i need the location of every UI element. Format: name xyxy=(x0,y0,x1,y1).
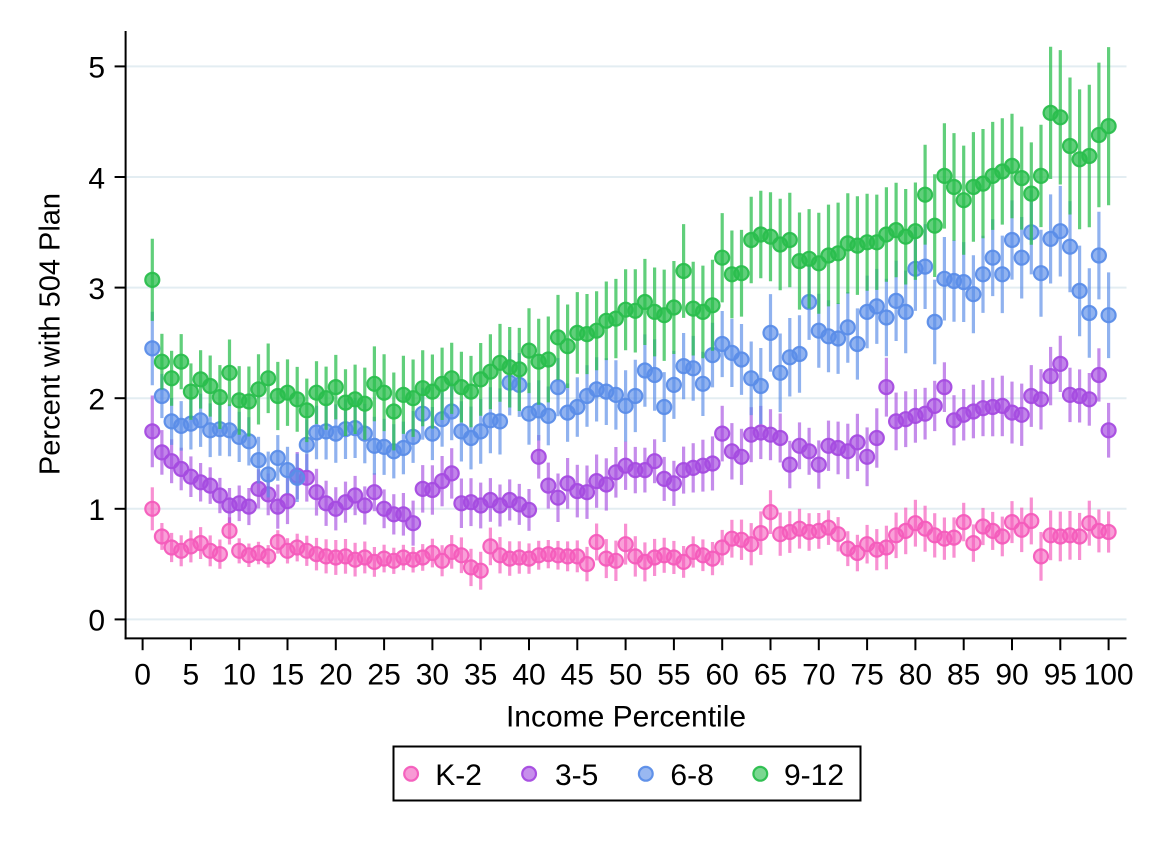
svg-text:Percent with 504 Plan: Percent with 504 Plan xyxy=(35,193,67,475)
svg-text:50: 50 xyxy=(609,658,642,691)
svg-text:4: 4 xyxy=(88,162,105,195)
svg-text:30: 30 xyxy=(416,658,449,691)
svg-text:0: 0 xyxy=(88,605,105,638)
svg-text:85: 85 xyxy=(947,658,980,691)
svg-text:15: 15 xyxy=(271,658,304,691)
svg-text:K-2: K-2 xyxy=(435,759,482,792)
svg-text:70: 70 xyxy=(802,658,835,691)
svg-text:90: 90 xyxy=(995,658,1028,691)
svg-text:35: 35 xyxy=(464,658,497,691)
svg-text:40: 40 xyxy=(512,658,545,691)
svg-text:0: 0 xyxy=(134,658,151,691)
svg-text:5: 5 xyxy=(88,52,105,85)
svg-text:5: 5 xyxy=(183,658,200,691)
svg-text:75: 75 xyxy=(850,658,883,691)
svg-text:6-8: 6-8 xyxy=(670,759,713,792)
svg-text:65: 65 xyxy=(754,658,787,691)
svg-text:95: 95 xyxy=(1044,658,1077,691)
svg-text:1: 1 xyxy=(88,494,105,527)
svg-text:60: 60 xyxy=(706,658,739,691)
svg-text:3: 3 xyxy=(88,273,105,306)
svg-text:100: 100 xyxy=(1084,658,1134,691)
svg-text:45: 45 xyxy=(561,658,594,691)
svg-text:80: 80 xyxy=(899,658,932,691)
svg-text:55: 55 xyxy=(657,658,690,691)
svg-text:Income Percentile: Income Percentile xyxy=(506,701,746,734)
svg-text:10: 10 xyxy=(223,658,256,691)
svg-text:2: 2 xyxy=(88,384,105,417)
svg-text:25: 25 xyxy=(367,658,400,691)
svg-text:20: 20 xyxy=(319,658,352,691)
svg-text:3-5: 3-5 xyxy=(555,759,598,792)
svg-text:9-12: 9-12 xyxy=(784,759,844,792)
